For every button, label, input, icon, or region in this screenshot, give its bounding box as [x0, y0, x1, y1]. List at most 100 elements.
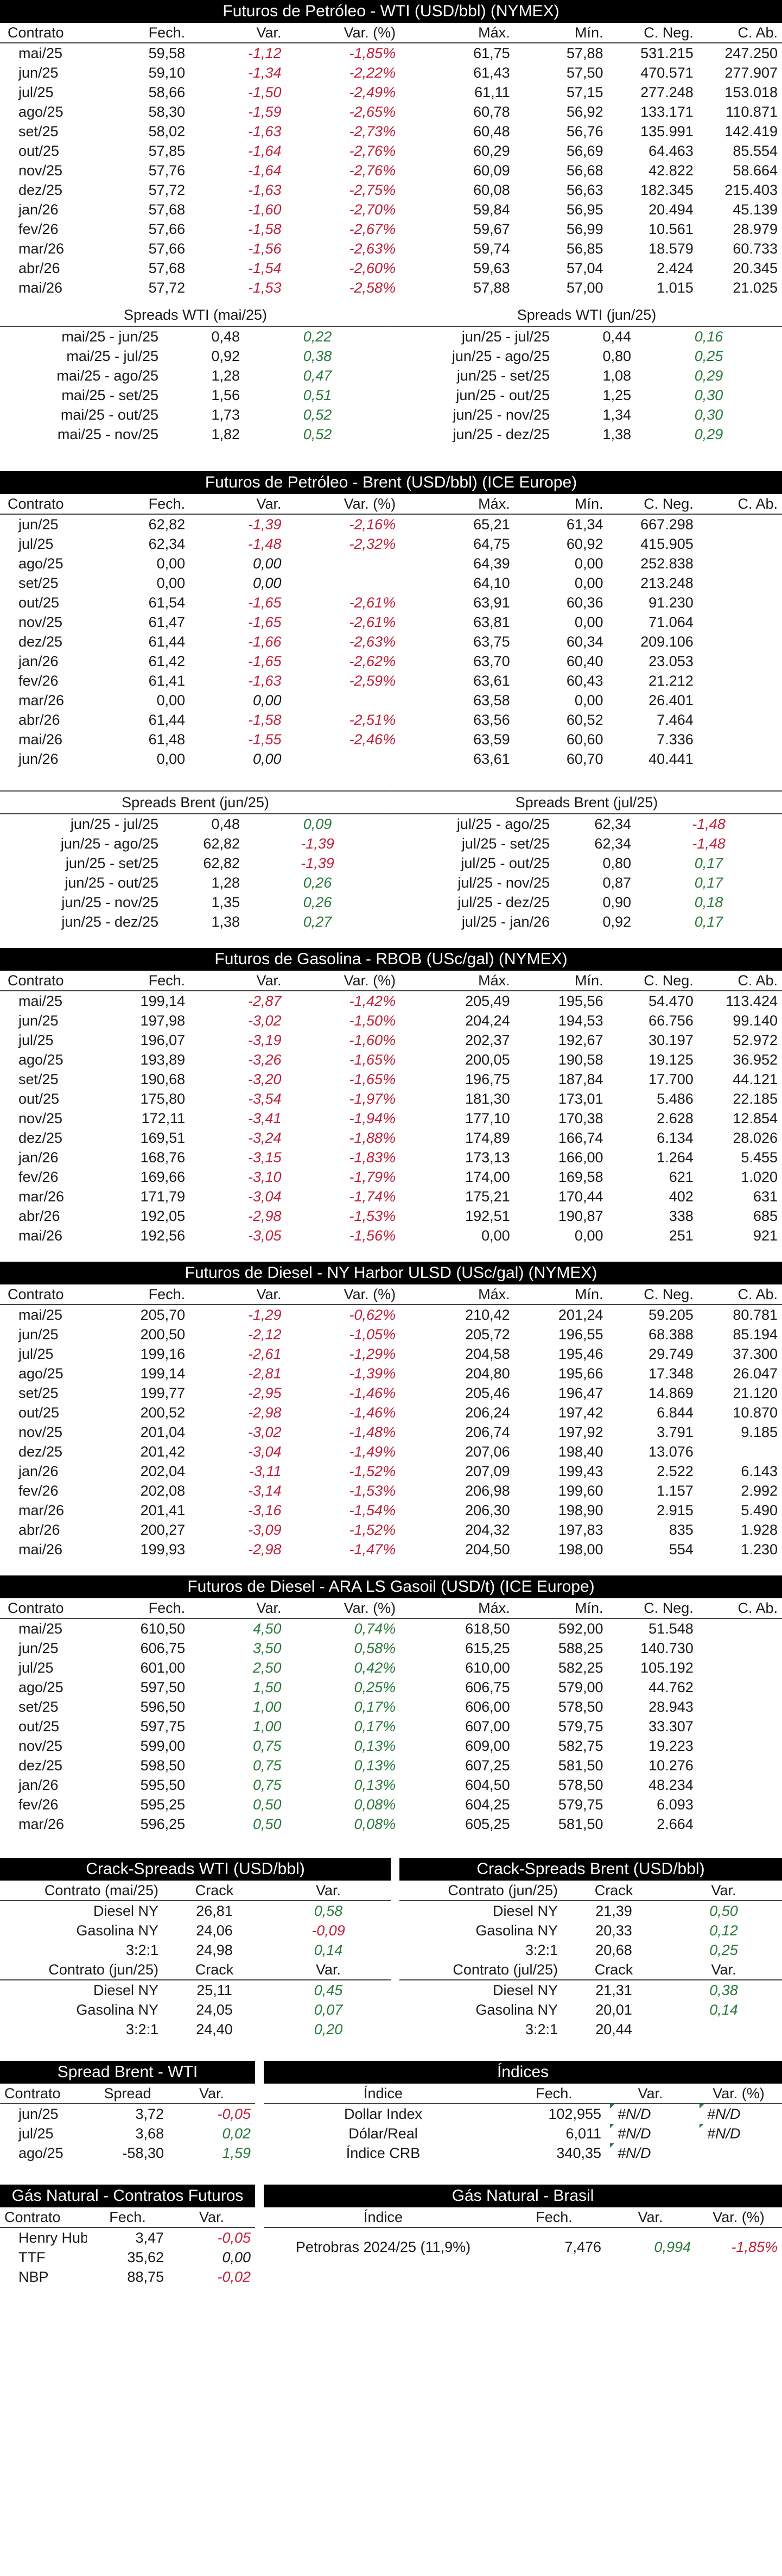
value-cell: 59.205: [649, 1307, 694, 1323]
value-cell: 177,10: [465, 1110, 510, 1126]
table-row: jun/25 - dez/25 1,38 0,27: [0, 912, 391, 932]
column-header: Var. (%): [285, 971, 400, 991]
change-cell: 0,52: [303, 407, 332, 423]
table-row: 3:2:1 20,44: [399, 2020, 782, 2039]
error-marker-icon: [610, 2104, 614, 2109]
column-header: Máx.: [400, 23, 514, 43]
column-header: Índice: [264, 2207, 503, 2228]
column-header: Var.: [168, 2084, 255, 2104]
column-header: C. Neg.: [607, 494, 698, 515]
table-row: 3:2:1 24,98 0,14: [0, 1940, 391, 1960]
value-cell: -1,88%: [349, 1130, 396, 1146]
table-row: mai/25 - out/25 1,73 0,52: [0, 405, 391, 425]
value-cell: 64,10: [473, 575, 510, 591]
spread-label-cell: jun/25 - set/25: [456, 368, 550, 384]
wti-section: Futuros de Petróleo - WTI (USD/bbl) (NYM…: [0, 0, 782, 444]
value-cell: 173,01: [558, 1091, 603, 1107]
value-cell: 63,56: [473, 712, 510, 728]
spread-label-cell: mai/25 - jul/25: [66, 348, 158, 364]
column-header: Crack: [163, 1881, 266, 1901]
contract-cell: mar/26: [18, 692, 65, 708]
value-cell: 554: [669, 1541, 694, 1558]
value-cell: 21.120: [733, 1385, 778, 1401]
column-header: Var.: [606, 2207, 695, 2228]
value-cell: 207,06: [465, 1444, 510, 1460]
value-cell: 199,77: [140, 1385, 186, 1401]
crack-wti-title: Crack-Spreads WTI (USD/bbl): [0, 1858, 391, 1881]
value-cell: 23.053: [649, 653, 694, 669]
contract-cell: out/25: [18, 1404, 60, 1421]
value-cell: 202,08: [140, 1483, 186, 1499]
value-cell: 9.185: [741, 1424, 778, 1440]
change-cell: 0,07: [314, 2002, 343, 2018]
table-row: set/25 190,68 -3,20 -1,65% 196,75 187,84 17.70…: [0, 1069, 782, 1089]
table-row: mai/26 61,48 -1,55 -2,46% 63,59 60,60 7.336: [0, 730, 782, 749]
value-cell: 20.494: [649, 201, 694, 218]
contract-cell: dez/25: [18, 1130, 63, 1146]
value-cell: 0,00: [574, 614, 603, 630]
column-header: Máx.: [400, 1598, 514, 1619]
contract-cell: mai/25: [18, 1621, 63, 1637]
value-cell: -1,42%: [349, 993, 396, 1009]
value-cell: 190,68: [140, 1071, 186, 1087]
table-row: set/25 199,77 -2,95 -1,46% 205,46 196,47 14.86…: [0, 1383, 782, 1403]
value-cell: 0,00: [574, 692, 603, 708]
value-cell: 209.106: [640, 634, 694, 650]
value-cell: 607,25: [465, 1757, 510, 1774]
change-cell: 0,29: [694, 426, 723, 442]
gas-br-title: Gás Natural - Brasil: [264, 2185, 782, 2207]
value-cell: 204,80: [465, 1365, 510, 1382]
value-cell: 205,46: [465, 1385, 510, 1401]
value-cell: 59,84: [473, 201, 510, 218]
value-cell: 206,24: [465, 1404, 510, 1421]
value-cell: 196,75: [465, 1071, 510, 1087]
value-cell: 581,50: [558, 1757, 603, 1774]
contract-cell: out/25: [18, 594, 60, 611]
value-cell: 201,41: [140, 1502, 186, 1518]
column-header: Var.: [168, 2207, 255, 2228]
column-header: Contrato: [0, 1598, 99, 1619]
value-cell: 57,72: [148, 182, 186, 198]
value-cell: -3,04: [247, 1444, 282, 1460]
value-cell: 340,35: [556, 2145, 601, 2161]
value-cell: 85.554: [733, 143, 778, 159]
change-cell: 0,17: [694, 914, 723, 930]
column-header-row: Contrato (jun/25) Crack Var.: [0, 1960, 391, 1980]
value-cell: 202,37: [465, 1032, 510, 1048]
contract-cell: out/25: [18, 1718, 60, 1735]
value-cell: [698, 1638, 782, 1658]
table-row: set/25 0,00 0,00 64,10 0,00 213.248: [0, 573, 782, 593]
product-cell: Gasolina NY: [76, 1922, 158, 1939]
value-cell: 12.854: [733, 1110, 778, 1126]
value-cell: 0,90: [602, 894, 631, 910]
table-row: jun/25 - jul/25 0,48 0,09: [0, 814, 391, 834]
value-cell: 596,25: [140, 1816, 186, 1832]
value-cell: [698, 1442, 782, 1461]
crack-tables: Contrato (mai/25) Crack Var. Diesel NY 26,81…: [0, 1881, 782, 2039]
gas-br-table: Índice Fech. Var. Var. (%) Petrobras 2024/25…: [264, 2207, 782, 2266]
value-cell: 52.972: [733, 1032, 778, 1048]
contract-cell: mar/26: [18, 1188, 65, 1205]
value-cell: 48.234: [649, 1777, 694, 1793]
change-cell: 0,22: [303, 328, 332, 345]
value-cell: #N/D: [695, 2104, 782, 2124]
table-row: jun/25 59,10 -1,34 -2,22% 61,43 57,50 470.571 2…: [0, 63, 782, 83]
value-cell: -1,97%: [349, 1091, 396, 1107]
contract-cell: nov/25: [18, 1110, 63, 1126]
contract-cell: dez/25: [18, 1757, 63, 1774]
wti-title: Futuros de Petróleo - WTI (USD/bbl) (NYM…: [0, 0, 782, 23]
value-cell: -1,34: [247, 65, 282, 81]
spread-label-cell: jun/25 - nov/25: [453, 407, 550, 423]
value-cell: 58.664: [733, 162, 778, 179]
column-header: Contrato: [0, 1284, 99, 1305]
value-cell: 62,34: [148, 536, 186, 552]
value-cell: 194,53: [558, 1012, 603, 1029]
value-cell: -1,53%: [349, 1208, 396, 1224]
brent-spreads-left: Spreads Brent (jun/25) jun/25 - jul/25 0,…: [0, 790, 391, 932]
crack-brent-title: Crack-Spreads Brent (USD/bbl): [399, 1858, 782, 1881]
value-cell: 615,25: [465, 1640, 510, 1656]
table-row: ago/25 -58,30 1,59: [0, 2143, 255, 2163]
value-cell: 166,00: [558, 1149, 603, 1166]
column-header-row: Índice Fech. Var. Var. (%): [264, 2207, 782, 2228]
value-cell: 175,21: [465, 1188, 510, 1205]
